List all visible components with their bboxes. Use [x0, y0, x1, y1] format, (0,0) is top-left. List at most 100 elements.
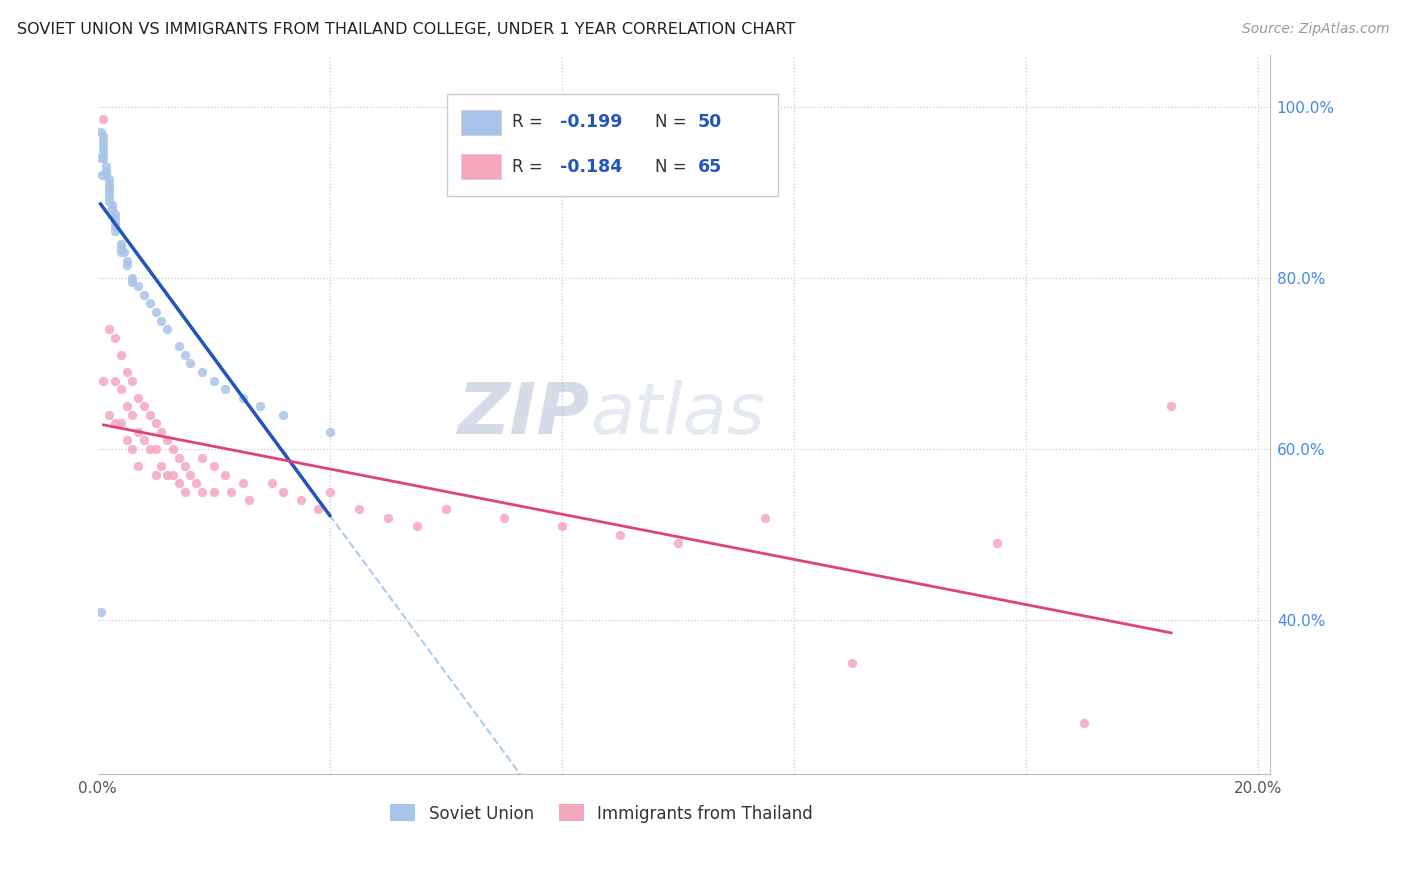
Point — [98, 322, 121, 336]
Point — [98, 172, 121, 186]
Text: 50: 50 — [697, 113, 721, 131]
Point — [121, 374, 143, 388]
Point — [167, 450, 190, 465]
Point — [115, 258, 138, 272]
Point — [145, 417, 167, 431]
Point — [121, 270, 143, 285]
Point — [110, 348, 132, 362]
Point — [110, 417, 132, 431]
Point — [127, 425, 149, 439]
Text: atlas: atlas — [591, 380, 765, 450]
Point — [162, 442, 184, 456]
Point — [110, 241, 132, 255]
Point — [104, 224, 127, 238]
Point — [115, 253, 138, 268]
Point — [214, 467, 236, 482]
Point — [754, 510, 776, 524]
Point — [98, 194, 121, 208]
Point — [98, 408, 121, 422]
Text: -0.199: -0.199 — [560, 113, 621, 131]
Point — [156, 322, 179, 336]
Point — [202, 374, 225, 388]
Point — [96, 163, 118, 178]
Point — [1073, 716, 1095, 731]
Point — [986, 536, 1008, 550]
Point — [167, 339, 190, 353]
Point — [150, 313, 173, 327]
Point — [139, 408, 162, 422]
Point — [104, 417, 127, 431]
Point — [98, 189, 121, 203]
Point — [98, 177, 121, 191]
Point — [104, 215, 127, 229]
Point — [93, 112, 115, 127]
Point — [98, 181, 121, 195]
Point — [551, 519, 574, 533]
Point — [145, 442, 167, 456]
Point — [162, 467, 184, 482]
Point — [307, 502, 329, 516]
Point — [202, 459, 225, 474]
Point — [173, 459, 195, 474]
Text: R =: R = — [512, 158, 548, 176]
Point — [260, 476, 283, 491]
Point — [112, 245, 135, 260]
Point — [132, 288, 155, 302]
Point — [249, 399, 271, 413]
Point — [150, 425, 173, 439]
Point — [145, 467, 167, 482]
Point — [173, 348, 195, 362]
Point — [90, 605, 112, 619]
Text: R =: R = — [512, 113, 548, 131]
Text: ZIP: ZIP — [458, 380, 591, 450]
Point — [156, 467, 179, 482]
Point — [492, 510, 515, 524]
Point — [173, 484, 195, 499]
Point — [93, 151, 115, 165]
Point — [167, 476, 190, 491]
Point — [191, 450, 214, 465]
Point — [150, 459, 173, 474]
Point — [93, 134, 115, 148]
Point — [666, 536, 689, 550]
Point — [238, 493, 260, 508]
Point — [115, 434, 138, 448]
Point — [101, 198, 124, 212]
Point — [232, 391, 254, 405]
Point — [214, 382, 236, 396]
Point — [104, 211, 127, 225]
Text: -0.184: -0.184 — [560, 158, 621, 176]
Text: 65: 65 — [697, 158, 721, 176]
Point — [104, 206, 127, 220]
Point — [290, 493, 312, 508]
Point — [347, 502, 370, 516]
Point — [609, 527, 631, 541]
Point — [104, 219, 127, 234]
Point — [405, 519, 427, 533]
Point — [90, 168, 112, 182]
Point — [202, 484, 225, 499]
Point — [115, 399, 138, 413]
Text: Source: ZipAtlas.com: Source: ZipAtlas.com — [1241, 22, 1389, 37]
Point — [145, 305, 167, 319]
Point — [232, 476, 254, 491]
Point — [121, 408, 143, 422]
Point — [1160, 399, 1182, 413]
Point — [219, 484, 242, 499]
Point — [98, 185, 121, 199]
Point — [139, 442, 162, 456]
Point — [132, 399, 155, 413]
Point — [434, 502, 457, 516]
Point — [93, 374, 115, 388]
Point — [101, 202, 124, 217]
Point — [179, 356, 201, 370]
Text: SOVIET UNION VS IMMIGRANTS FROM THAILAND COLLEGE, UNDER 1 YEAR CORRELATION CHART: SOVIET UNION VS IMMIGRANTS FROM THAILAND… — [17, 22, 796, 37]
Point — [115, 365, 138, 379]
Point — [377, 510, 399, 524]
Point — [127, 459, 149, 474]
Point — [90, 125, 112, 139]
Point — [121, 275, 143, 289]
Point — [191, 365, 214, 379]
Point — [273, 484, 295, 499]
Point — [191, 484, 214, 499]
